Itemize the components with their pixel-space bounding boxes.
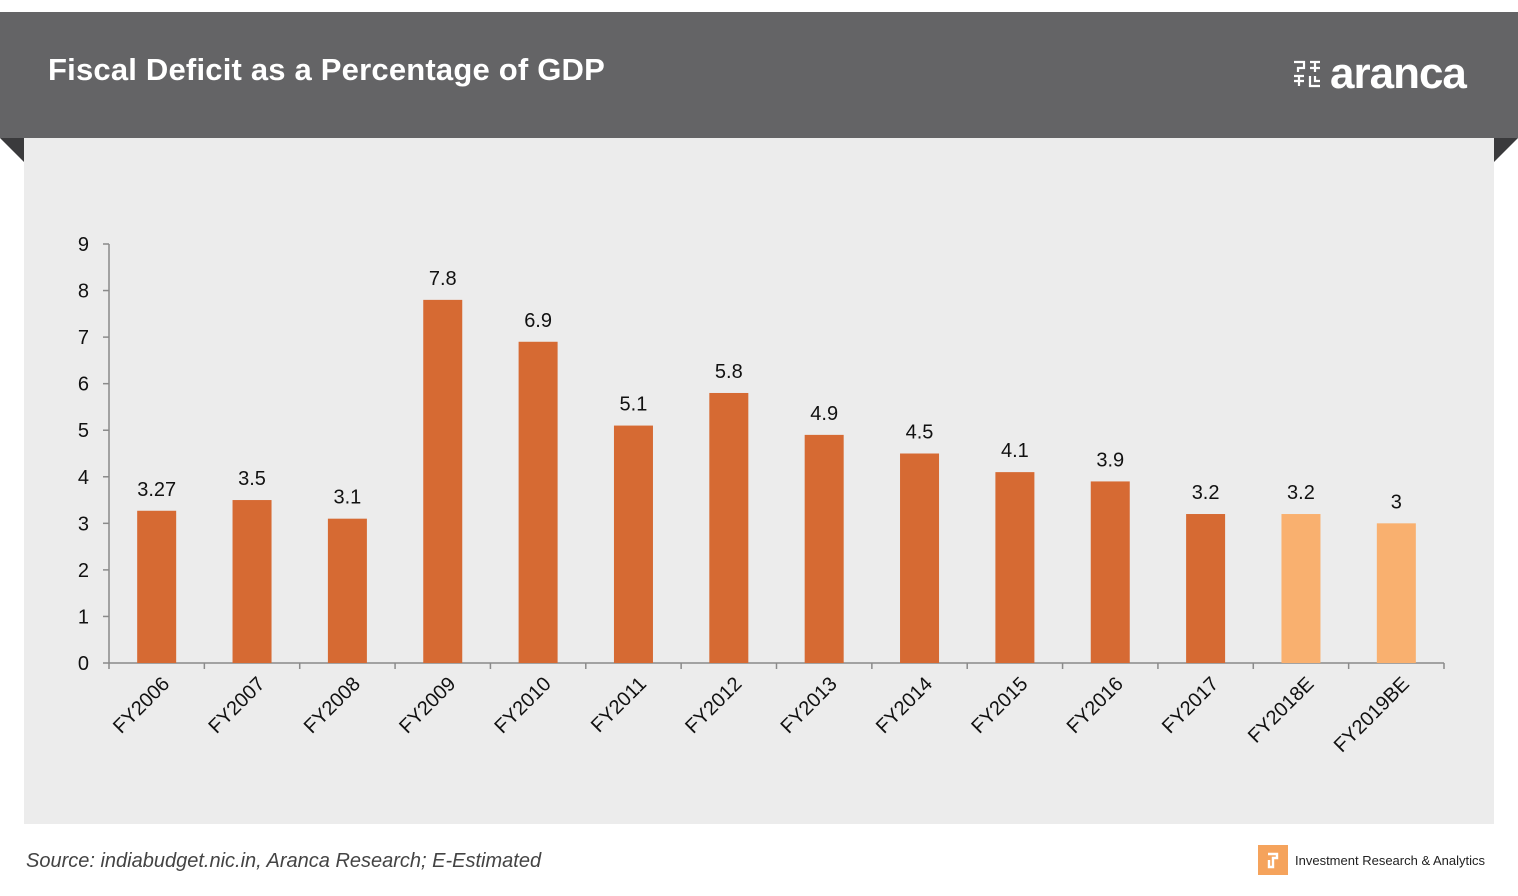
logo-wordmark: aranca bbox=[1330, 49, 1467, 98]
data-label: 4.5 bbox=[906, 422, 934, 444]
bar-fy2016 bbox=[1090, 481, 1130, 663]
bar-chart: 0 1 2 3 4 5 6 7 8 9 FY2006 FY2007 FY2008 FY2009 FY201… bbox=[78, 234, 1445, 757]
y-tick-label: 8 bbox=[78, 281, 89, 303]
x-tick-label: FY2018E bbox=[1244, 673, 1319, 748]
bar-fy2009 bbox=[423, 299, 463, 663]
x-tick-label: FY2010 bbox=[491, 673, 556, 738]
data-label: 5.1 bbox=[620, 394, 648, 416]
tagline-text: Investment Research & Analytics bbox=[1295, 852, 1486, 868]
data-label: 3.9 bbox=[1096, 449, 1124, 471]
y-tick-label: 9 bbox=[78, 234, 89, 256]
data-label: 3.2 bbox=[1287, 482, 1315, 504]
aranca-maze-icon bbox=[1294, 60, 1320, 88]
bar-fy2014 bbox=[900, 453, 940, 663]
chart-panel: 0 1 2 3 4 5 6 7 8 9 FY2006 FY2007 FY2008 FY2009 FY201… bbox=[24, 138, 1494, 824]
x-tick-label: FY2009 bbox=[395, 673, 460, 738]
bar-fy2017 bbox=[1186, 514, 1226, 663]
x-axis: FY2006 FY2007 FY2008 FY2009 FY2010 FY2011 FY20… bbox=[108, 662, 1445, 757]
x-tick-label: FY2012 bbox=[681, 673, 746, 738]
y-tick-label: 6 bbox=[78, 374, 89, 396]
bar-series bbox=[137, 299, 1416, 663]
page-title: Fiscal Deficit as a Percentage of GDP bbox=[48, 52, 605, 87]
x-tick-label: FY2007 bbox=[204, 673, 269, 738]
y-tick-label: 3 bbox=[78, 513, 89, 535]
data-label: 3 bbox=[1391, 491, 1402, 513]
bar-fy2012 bbox=[709, 392, 749, 663]
bar-fy2018e bbox=[1281, 514, 1321, 663]
x-tick-label: FY2017 bbox=[1158, 673, 1223, 738]
bar-fy2010 bbox=[518, 341, 558, 663]
bar-fy2015 bbox=[995, 472, 1035, 663]
data-label: 3.1 bbox=[333, 487, 361, 509]
y-tick-label: 7 bbox=[78, 327, 89, 349]
bar-fy2019be bbox=[1376, 523, 1416, 663]
x-tick-label: FY2019BE bbox=[1330, 673, 1414, 757]
aranca-badge-icon bbox=[1258, 845, 1288, 875]
x-tick-label: FY2008 bbox=[300, 673, 365, 738]
data-label: 3.2 bbox=[1192, 482, 1220, 504]
bar-fy2007 bbox=[232, 500, 272, 663]
bar-fy2006 bbox=[137, 510, 177, 663]
x-tick-label: FY2006 bbox=[109, 673, 174, 738]
bar-fy2008 bbox=[327, 518, 367, 663]
y-tick-label: 5 bbox=[78, 420, 89, 442]
data-label: 5.8 bbox=[715, 361, 743, 383]
header-fold-left bbox=[0, 138, 24, 162]
x-tick-label: FY2014 bbox=[872, 673, 937, 738]
x-tick-label: FY2013 bbox=[777, 673, 842, 738]
bar-fy2013 bbox=[804, 434, 844, 663]
source-note: Source: indiabudget.nic.in, Aranca Resea… bbox=[26, 850, 542, 872]
tagline: Investment Research & Analytics bbox=[1258, 845, 1485, 875]
aranca-logo: aranca bbox=[1292, 49, 1467, 98]
data-label: 4.9 bbox=[810, 403, 838, 425]
x-tick-label: FY2011 bbox=[587, 673, 651, 737]
data-label: 7.8 bbox=[429, 268, 457, 290]
data-label: 4.1 bbox=[1001, 440, 1029, 462]
x-tick-label: FY2016 bbox=[1063, 673, 1128, 738]
y-axis: 0 1 2 3 4 5 6 7 8 9 bbox=[78, 234, 110, 675]
y-tick-label: 0 bbox=[78, 653, 89, 675]
data-label: 3.5 bbox=[238, 468, 266, 490]
bar-fy2011 bbox=[613, 425, 653, 663]
header-fold-right bbox=[1494, 138, 1518, 162]
y-tick-label: 1 bbox=[78, 606, 89, 628]
y-tick-label: 2 bbox=[78, 560, 89, 582]
x-tick-label: FY2015 bbox=[967, 673, 1032, 738]
y-tick-label: 4 bbox=[78, 467, 89, 489]
data-labels: 3.27 3.5 3.1 7.8 6.9 5.1 5.8 4.9 4.5 4.1 3.9 3.2 3.2… bbox=[137, 268, 1402, 513]
data-label: 3.27 bbox=[137, 479, 176, 501]
data-label: 6.9 bbox=[524, 310, 552, 332]
header-bar bbox=[0, 12, 1518, 138]
